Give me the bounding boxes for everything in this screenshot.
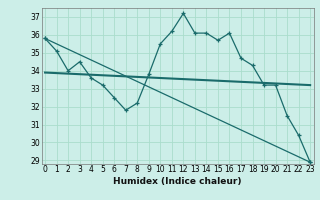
X-axis label: Humidex (Indice chaleur): Humidex (Indice chaleur) [113,177,242,186]
